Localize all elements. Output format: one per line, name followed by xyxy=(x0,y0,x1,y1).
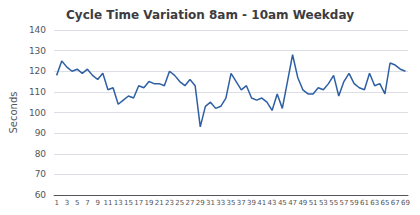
svg-text:9: 9 xyxy=(95,199,99,207)
svg-text:15: 15 xyxy=(124,199,133,207)
svg-text:Cycle Time Variation 8am - 10a: Cycle Time Variation 8am - 10am Weekday xyxy=(66,8,354,22)
svg-text:31: 31 xyxy=(206,199,215,207)
svg-text:90: 90 xyxy=(35,128,47,138)
svg-text:45: 45 xyxy=(278,199,287,207)
svg-text:59: 59 xyxy=(350,199,359,207)
svg-text:13: 13 xyxy=(114,199,123,207)
svg-text:110: 110 xyxy=(29,87,46,97)
svg-text:5: 5 xyxy=(75,199,79,207)
svg-text:1: 1 xyxy=(54,199,58,207)
svg-text:21: 21 xyxy=(155,199,164,207)
svg-text:80: 80 xyxy=(35,149,47,159)
svg-text:120: 120 xyxy=(29,66,46,76)
svg-text:67: 67 xyxy=(391,199,400,207)
svg-text:25: 25 xyxy=(175,199,184,207)
svg-text:37: 37 xyxy=(237,199,246,207)
svg-text:65: 65 xyxy=(380,199,389,207)
svg-text:27: 27 xyxy=(186,199,195,207)
svg-text:11: 11 xyxy=(103,199,112,207)
svg-text:70: 70 xyxy=(35,169,47,179)
svg-text:3: 3 xyxy=(65,199,69,207)
svg-text:69: 69 xyxy=(401,199,410,207)
svg-text:41: 41 xyxy=(257,199,266,207)
svg-text:53: 53 xyxy=(319,199,328,207)
svg-text:49: 49 xyxy=(298,199,307,207)
svg-text:23: 23 xyxy=(165,199,174,207)
svg-text:51: 51 xyxy=(309,199,318,207)
svg-text:35: 35 xyxy=(227,199,236,207)
svg-text:47: 47 xyxy=(288,199,297,207)
svg-text:29: 29 xyxy=(196,199,205,207)
svg-text:Seconds: Seconds xyxy=(8,91,19,133)
svg-text:19: 19 xyxy=(145,199,154,207)
svg-text:57: 57 xyxy=(339,199,348,207)
svg-text:33: 33 xyxy=(216,199,225,207)
svg-text:130: 130 xyxy=(29,46,46,56)
svg-text:17: 17 xyxy=(134,199,143,207)
svg-text:61: 61 xyxy=(360,199,369,207)
svg-text:140: 140 xyxy=(29,25,46,35)
svg-text:63: 63 xyxy=(370,199,379,207)
svg-text:43: 43 xyxy=(268,199,277,207)
svg-text:100: 100 xyxy=(29,108,46,118)
svg-text:60: 60 xyxy=(35,190,47,200)
svg-text:39: 39 xyxy=(247,199,256,207)
svg-text:7: 7 xyxy=(85,199,89,207)
svg-text:55: 55 xyxy=(329,199,338,207)
